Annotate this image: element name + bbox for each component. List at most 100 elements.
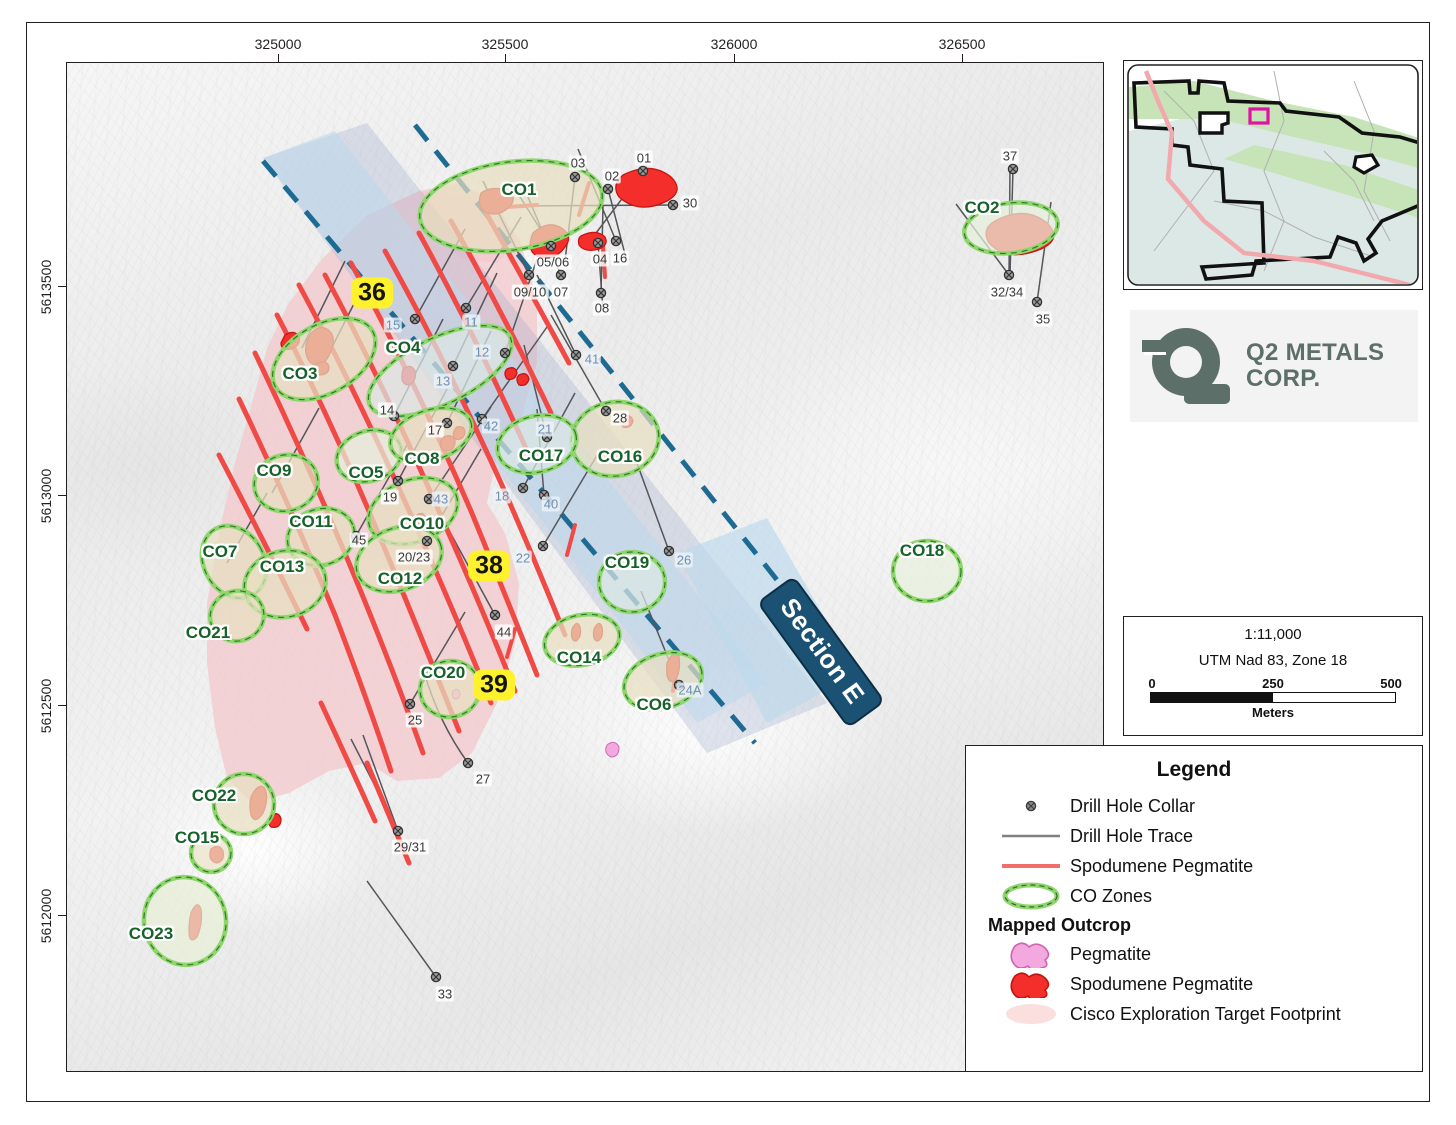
drill-hole-collar[interactable] [447,360,459,372]
scale-units: Meters [1252,705,1294,720]
drill-hole-label: 03 [568,155,588,171]
drill-hole-label: 17 [425,422,445,438]
co-zone-ellipse[interactable] [238,543,332,625]
co-zone-ellipse[interactable] [414,150,608,263]
drill-hole-label: 26 [674,552,694,568]
drill-hole-collar[interactable] [592,237,604,249]
co-zone-ellipse[interactable] [204,585,269,647]
drill-hole-collar[interactable] [1007,163,1019,175]
drill-hole-collar[interactable] [517,482,529,494]
drill-hole-collar[interactable] [1003,269,1015,281]
co-zone-ellipse[interactable] [961,197,1060,258]
drill-hole-collar[interactable] [421,535,433,547]
section-number: 36 [351,277,393,309]
drill-hole-collar[interactable] [663,545,675,557]
co-zone-ellipse[interactable] [137,871,233,972]
scale-bar-fill [1151,693,1273,702]
co-zone-ellipse[interactable] [491,407,582,481]
legend-label: Spodumene Pegmatite [1070,855,1254,876]
drill-hole-collar[interactable] [1031,296,1043,308]
drill-hole-collar[interactable] [600,405,612,417]
y-tick-label: 5613500 [38,259,54,315]
drill-hole-collar[interactable] [595,287,607,299]
co-zone-ellipse[interactable] [248,448,324,519]
legend-item-co-zones: CO Zones [966,881,1422,911]
x-tick-mark [505,54,506,62]
drill-hole-collars-layer[interactable] [67,63,1104,1072]
drill-hole-label: 22 [513,550,533,566]
drill-hole-collar[interactable] [523,269,535,281]
outcrop-blob [516,373,530,387]
pegmatite-blob-icon [992,940,1070,968]
legend-label: Pegmatite [1070,943,1152,964]
drill-hole-collar[interactable] [430,971,442,983]
drill-hole-collar[interactable] [460,302,472,314]
legend-item-spodumene-pegmatite-line: Spodumene Pegmatite [966,851,1422,881]
scale-tick-500: 500 [1380,676,1402,691]
co-zone-ellipse[interactable] [596,549,668,615]
x-tick-mark [278,54,279,62]
drill-hole-label: 33 [435,986,455,1002]
co-zone-ellipse[interactable] [330,422,408,490]
co-zone-ellipse[interactable] [540,608,625,673]
legend-label: Drill Hole Trace [1070,825,1194,846]
drill-hole-collar[interactable] [667,199,679,211]
drill-hole-collar[interactable] [569,171,581,183]
cisco-footprint-icon [992,1002,1070,1026]
drill-hole-trace-icon [992,830,1070,842]
drill-hole-collar[interactable] [462,757,474,769]
section-number: 39 [473,669,515,701]
drill-hole-collar[interactable] [392,825,404,837]
drill-hole-collar[interactable] [489,609,501,621]
location-inset-map[interactable] [1123,60,1423,290]
y-tick-mark [58,286,66,287]
drill-hole-collar[interactable] [409,313,421,325]
legend-item-cisco-footprint: Cisco Exploration Target Footprint [966,999,1422,1029]
drill-hole-label: 37 [1000,148,1020,164]
x-tick-label: 325000 [254,36,302,52]
inset-map-graphic [1127,64,1419,286]
drill-hole-label: 08 [592,300,612,316]
drill-hole-label: 21 [535,421,555,437]
legend-title: Legend [1156,758,1232,781]
y-tick-label: 5612000 [38,888,54,944]
spodumene-pegmatite-blob-icon [992,970,1070,998]
x-tick-label: 325500 [481,36,529,52]
drill-hole-collar[interactable] [545,240,557,252]
drill-hole-label: 29/31 [391,839,429,855]
drill-hole-collar[interactable] [570,349,582,361]
drill-hole-label: 19 [380,489,400,505]
drill-hole-label: 32/34 [988,284,1026,300]
co-zone-ellipse[interactable] [890,538,964,604]
legend-label: Spodumene Pegmatite [1070,973,1254,994]
scale-tick-250: 250 [1262,676,1284,691]
drill-hole-collar[interactable] [610,235,622,247]
legend-label: Drill Hole Collar [1070,795,1196,816]
legend-item-pegmatite: Pegmatite [966,939,1422,969]
drill-hole-collar[interactable] [637,165,649,177]
outer-frame [26,22,1430,1102]
drill-hole-label: 24A [676,682,704,698]
co-zone-ellipse[interactable] [259,302,390,417]
co-zone-ellipse[interactable] [188,831,234,875]
inset-claim-hole [1198,111,1230,135]
drill-hole-collar[interactable] [392,475,404,487]
drill-hole-label: 27 [473,771,493,787]
drill-hole-collar[interactable] [555,269,567,281]
logo-line-2: CORP. [1246,365,1321,392]
drill-hole-label: 35 [1033,311,1053,327]
drill-hole-label: 44 [494,624,514,640]
legend-label: CO Zones [1070,885,1153,906]
co-zone-ellipse[interactable] [211,771,277,837]
drill-hole-label: 02 [602,168,622,184]
drill-hole-collar[interactable] [499,347,511,359]
drill-hole-label: 14 [377,402,397,418]
main-map[interactable]: CO1 CO2 CO3 CO4 CO5 CO6 CO7 CO8 CO9 CO10 CO11 CO12 C… [66,62,1104,1072]
scale-datum: UTM Nad 83, Zone 18 [1198,652,1348,669]
drill-hole-label: 42 [481,418,501,434]
drill-hole-collar[interactable] [537,540,549,552]
legend-subheading: Mapped Outcrop [988,914,1131,935]
drill-hole-collar[interactable] [602,183,614,195]
drill-hole-collar[interactable] [404,698,416,710]
